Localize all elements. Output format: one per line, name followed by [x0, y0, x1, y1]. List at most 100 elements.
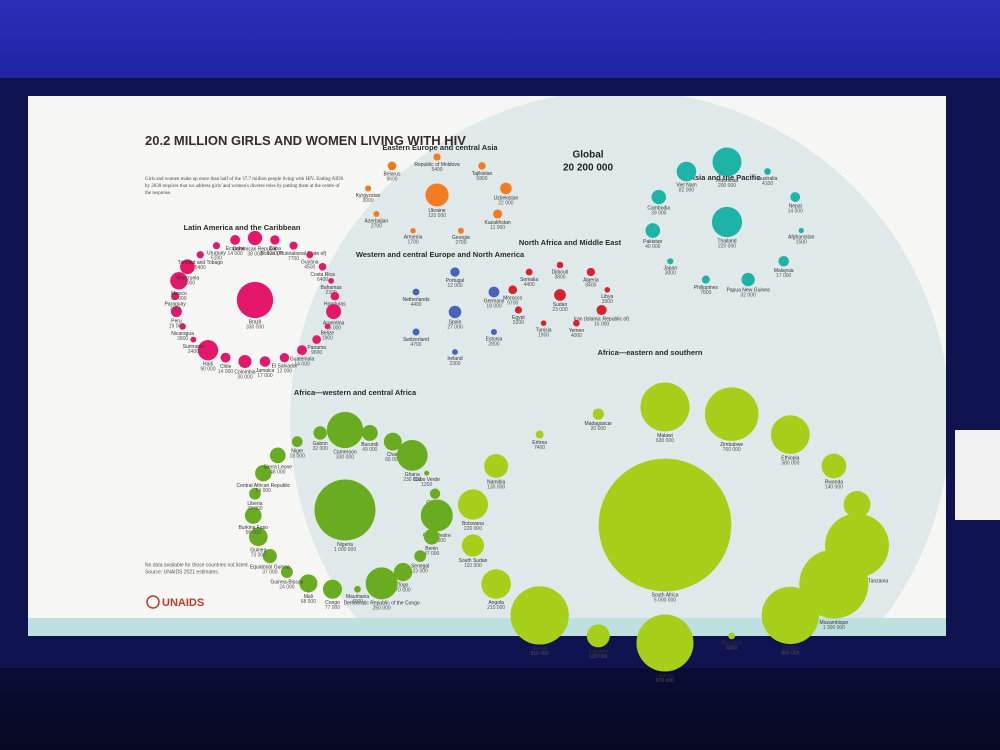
country-name: Brazil — [249, 319, 262, 325]
country-name: Mauritius — [722, 641, 743, 647]
bubble — [259, 356, 271, 367]
country-name: Rwanda — [825, 480, 844, 486]
country-name: Egypt — [512, 315, 525, 321]
country-name: Venezuela — [176, 275, 200, 281]
bubble — [247, 230, 263, 246]
country-name: Angola — [488, 600, 504, 606]
bubble — [306, 251, 314, 259]
country-value: 2300 — [326, 290, 337, 296]
country-value: 47 000 — [424, 551, 440, 557]
country-name: Suriname — [183, 344, 205, 350]
region-title: Eastern Europe and central Asia — [382, 143, 498, 152]
country-value: 880 000 — [781, 650, 799, 656]
country-name: Uganda — [656, 673, 674, 679]
country-value: 90 000 — [200, 367, 216, 373]
bubble — [556, 261, 564, 269]
country-value: 130 000 — [487, 484, 505, 490]
country-value: 37 000 — [262, 570, 278, 576]
bubble — [799, 549, 869, 619]
country-value: 200 000 — [718, 183, 736, 189]
country-name: Malawi — [657, 433, 673, 439]
bubble — [478, 162, 486, 170]
country-value: 38 000 — [247, 251, 263, 257]
bubble — [364, 185, 372, 192]
country-value: 18 000 — [290, 453, 306, 459]
bubble — [299, 574, 318, 593]
bubble — [324, 323, 331, 330]
country-name: Germany — [484, 299, 505, 305]
country-name: Peru — [171, 318, 182, 324]
country-value: 41 000 — [180, 280, 196, 286]
bubble — [778, 256, 789, 267]
country-value: 17 000 — [776, 273, 792, 279]
bubble — [425, 183, 449, 207]
country-value: 11 000 — [490, 225, 505, 231]
bubble — [500, 182, 512, 195]
country-value: 4000 — [352, 599, 363, 605]
country-value: 77 000 — [325, 605, 341, 611]
country-name: Panama — [307, 345, 326, 351]
country-name: Zambia — [782, 645, 799, 651]
country-name: Cuba — [269, 246, 281, 252]
country-value: 20 000 — [591, 426, 607, 432]
country-name: Ireland — [447, 356, 463, 362]
bubble — [220, 352, 231, 363]
bubble — [508, 285, 518, 295]
country-name: Estonia — [486, 336, 503, 342]
country-value: 30 000 — [237, 374, 253, 380]
country-name: Papua New Guinea — [726, 288, 770, 294]
country-name: South Africa — [652, 593, 679, 599]
country-value: 1 300 000 — [823, 625, 845, 631]
country-name: Chile — [220, 364, 232, 370]
country-name: Japan — [664, 266, 678, 272]
logo: UNAIDS — [162, 597, 204, 609]
bubble — [255, 464, 272, 482]
country-value: 24 000 — [279, 584, 295, 590]
country-value: 48 000 — [270, 470, 286, 476]
bubble — [396, 439, 428, 471]
bubble — [326, 411, 364, 449]
country-name: Philippines — [694, 285, 719, 291]
bubble — [424, 470, 430, 476]
bubble — [230, 235, 241, 245]
global-label: Global — [572, 150, 603, 161]
country-value: 5 000 000 — [654, 598, 676, 604]
side-panel — [955, 430, 1000, 520]
country-name: Republic of Moldova — [414, 162, 460, 168]
country-value: 14 000 — [788, 208, 804, 214]
country-name: Viet Nam — [676, 183, 696, 189]
country-value: 630 000 — [656, 438, 674, 444]
bubble — [821, 453, 847, 479]
country-name: Nicaragua — [171, 331, 194, 337]
country-value: 230 000 — [403, 477, 421, 483]
bubble — [170, 272, 188, 290]
country-name: Jamaica — [256, 368, 275, 374]
country-name: Guinea-Bissau — [271, 579, 304, 585]
country-value: 4300 — [726, 646, 737, 652]
country-value: 220 000 — [718, 243, 736, 249]
country-name: Thailand — [717, 238, 736, 244]
country-value: 330 000 — [336, 454, 354, 460]
country-name: Kyrgyzstan — [356, 193, 381, 199]
country-name: Ecuador — [226, 246, 245, 252]
country-value: 1900 — [322, 335, 333, 341]
country-value: 43 000 — [326, 325, 342, 331]
country-value: 2800 — [488, 341, 499, 347]
bubble — [704, 387, 759, 441]
country-name: Dominican Republic — [233, 246, 278, 252]
country-value: 2700 — [455, 240, 466, 246]
country-value: 210 000 — [487, 605, 505, 611]
country-value: 9600 — [386, 177, 397, 183]
country-value: 4500 — [304, 265, 315, 271]
country-name: Kenya — [533, 646, 547, 652]
global-value: 20 200 000 — [563, 163, 613, 174]
footnote: Source: UNAIDS 2021 estimates. — [145, 569, 219, 575]
country-name: Georgia — [452, 235, 470, 241]
country-name: Niger — [291, 448, 303, 454]
bubble — [322, 579, 343, 599]
country-name: Armenia — [404, 235, 423, 241]
country-value: 54 000 — [256, 488, 272, 494]
country-value: 70 000 — [395, 588, 411, 594]
bubble — [414, 550, 427, 563]
country-name: Iran (Islamic Republic of) — [574, 316, 630, 322]
